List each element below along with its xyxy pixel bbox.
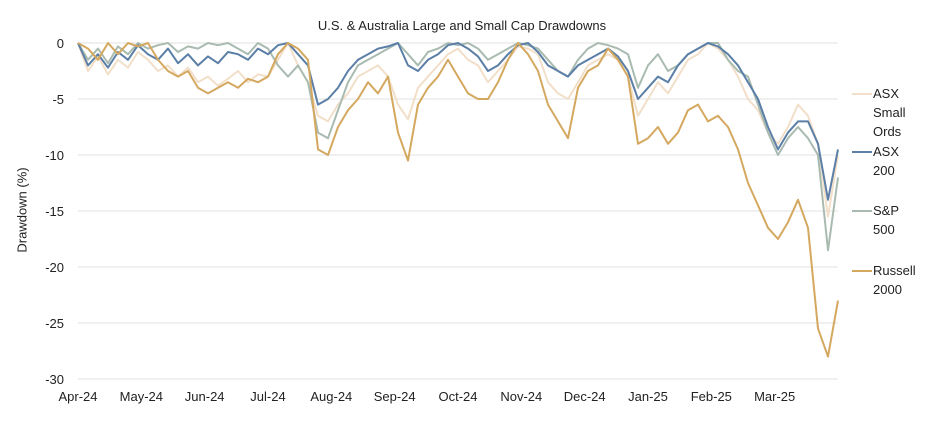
legend-label: ASX [873, 144, 899, 159]
x-tick-label: Mar-25 [754, 389, 795, 404]
legend-item-russell-2000: Russell 2000 [852, 263, 916, 297]
x-tick-label: Jul-24 [250, 389, 285, 404]
x-tick-label: Aug-24 [310, 389, 352, 404]
y-tick-label: -20 [45, 260, 64, 275]
y-tick-label: -25 [45, 316, 64, 331]
x-tick-label: Sep-24 [374, 389, 416, 404]
gridlines [78, 42, 838, 380]
series-line-asx-small-ords [77, 42, 839, 218]
x-tick-label: May-24 [120, 389, 163, 404]
y-tick-label: -10 [45, 148, 64, 163]
x-tick-label: Oct-24 [438, 389, 477, 404]
x-tick-label: Jun-24 [185, 389, 225, 404]
x-tick-label: Apr-24 [58, 389, 97, 404]
y-tick-label: -15 [45, 204, 64, 219]
x-tick-label: Feb-25 [691, 389, 732, 404]
x-tick-label: Dec-24 [564, 389, 606, 404]
legend-item-s-p-500: S&P 500 [852, 203, 899, 237]
x-tick-label: Nov-24 [500, 389, 542, 404]
legend-label: Russell [873, 263, 916, 278]
series-line-s-p-500 [77, 42, 839, 252]
x-axis-ticks: Apr-24 May-24 Jun-24 Jul-24 Aug-24 Sep-24 Oct-… [58, 389, 795, 404]
y-axis-ticks: 0 -5 -10 -15 -20 -25 -30 [45, 36, 64, 387]
chart-title: U.S. & Australia Large and Small Cap Dra… [317, 18, 607, 33]
y-tick-label: -30 [45, 372, 64, 387]
legend: ASX Small Ords ASX 200 S&P 500 Russell 2000 [852, 86, 916, 297]
x-tick-label: Jan-25 [628, 389, 668, 404]
legend-label: 200 [873, 163, 895, 178]
y-tick-label: 0 [57, 36, 64, 51]
legend-label: 2000 [873, 282, 902, 297]
legend-item-asx-small-ords: ASX Small Ords [852, 86, 906, 139]
legend-item-asx-200: ASX 200 [852, 144, 899, 178]
legend-label: Small [873, 105, 906, 120]
series-line-russell-2000 [77, 42, 839, 358]
series-line-asx-200 [77, 42, 839, 201]
legend-label: 500 [873, 222, 895, 237]
legend-label: S&P [873, 203, 899, 218]
y-tick-label: -5 [52, 92, 64, 107]
legend-label: ASX [873, 86, 899, 101]
series-lines [77, 42, 839, 358]
legend-label: Ords [873, 124, 902, 139]
